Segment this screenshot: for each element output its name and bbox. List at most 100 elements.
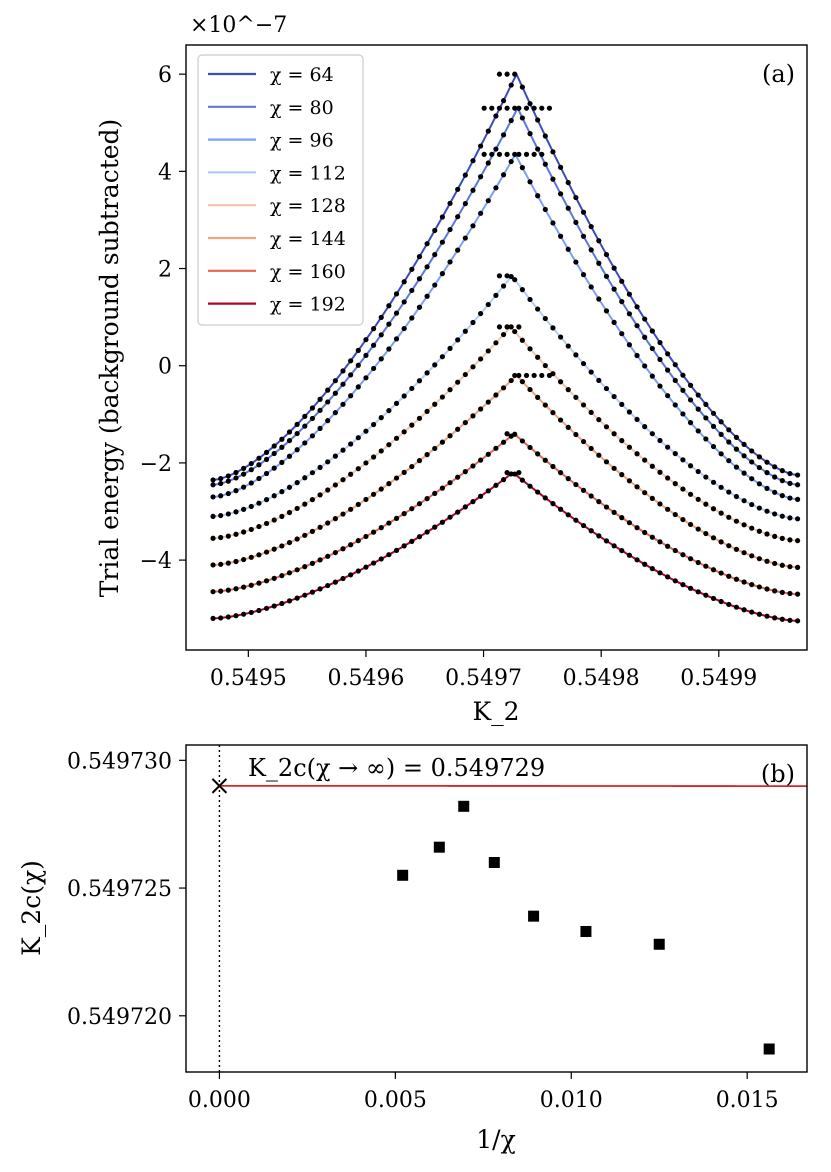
series-7-left-point-20 [363, 564, 369, 570]
series-3-left-point-29 [432, 362, 438, 368]
series-6-left-point-6 [256, 580, 262, 586]
series-5-left-point-12 [302, 532, 308, 538]
series-2-right-point-40 [489, 151, 495, 157]
series-6-left-point-37 [493, 445, 499, 451]
series-0-left-point-35 [478, 143, 484, 149]
series-0-right-point-28 [580, 209, 587, 215]
series-3-right-point-7 [741, 498, 747, 504]
series-5-left-point-34 [470, 413, 476, 419]
series-1-right-point-39 [496, 105, 503, 111]
series-7-right-point-33 [542, 495, 548, 501]
series-7-left-point-37 [493, 482, 499, 488]
panel-a-xlabel: K_2 [472, 697, 519, 726]
series-7-right-point-19 [649, 566, 655, 572]
series-7-right-point-30 [565, 512, 571, 518]
series-1-right-point-40 [489, 105, 495, 111]
series-3-right-point-11 [710, 479, 717, 485]
series-6-left-point-10 [286, 570, 293, 576]
series-0-left-point-32 [455, 186, 461, 192]
series-7-right-point-5 [756, 611, 762, 617]
series-3-right-point-36 [519, 287, 525, 293]
series-5-left-point-28 [424, 452, 430, 458]
series-3-left-point-21 [370, 421, 377, 428]
series-0-right-point-29 [573, 194, 579, 201]
series-3-left-point-14 [317, 464, 323, 470]
series-4-left-point-26 [409, 422, 415, 428]
series-2-left-point-31 [447, 259, 453, 265]
series-6-right-point-9 [726, 573, 732, 579]
series-3-right-point-18 [657, 437, 663, 444]
series-4-right-point-14 [687, 491, 694, 497]
series-2-left-point-4 [241, 484, 247, 490]
series-3-left-branch [212, 275, 513, 518]
series-6-left-point-9 [279, 573, 285, 579]
series-0-left-point-1 [218, 475, 224, 482]
series-2-left-point-16 [332, 410, 338, 416]
series-2-left-point-28 [424, 293, 430, 299]
series-4-right-point-35 [527, 346, 533, 352]
series-2-right-point-17 [665, 393, 671, 399]
series-3-left-point-31 [447, 345, 453, 351]
panel-a-xtick-label-0: 0.5495 [210, 666, 287, 691]
series-7-right-point-37 [512, 471, 518, 477]
series-4-left-point-24 [393, 435, 400, 441]
series-2-left-point-7 [263, 470, 270, 477]
series-6-left-point-19 [355, 538, 361, 544]
series-5-right-point-19 [649, 495, 655, 502]
series-4-right-point-21 [634, 451, 640, 457]
series-1-right-point-36 [519, 115, 525, 121]
series-2-left-point-40 [516, 151, 522, 157]
series-7-left-point-33 [462, 504, 468, 510]
panel-b-tag: (b) [761, 760, 795, 788]
panel-a-y-ticks: −4 −2 0 2 4 6 [140, 63, 186, 574]
series-6-left-point-26 [409, 506, 415, 512]
series-5-left-point-37 [493, 392, 499, 398]
series-5-right-point-18 [657, 501, 663, 507]
series-7-left-point-31 [447, 514, 453, 520]
series-1-left-point-19 [355, 362, 361, 368]
series-2-right-point-24 [611, 319, 617, 325]
series-5-right-point-32 [550, 410, 556, 416]
series-0-right-point-13 [695, 392, 701, 398]
series-7-right-point-28 [580, 522, 587, 529]
series-6-left-point-23 [386, 520, 392, 526]
series-4-left-point-32 [455, 379, 461, 385]
series-4-left-point-23 [386, 442, 392, 448]
series-1-right-point-25 [603, 273, 610, 279]
series-0-left-point-31 [447, 200, 453, 206]
series-4-left-point-0 [210, 535, 216, 541]
series-0-left-point-6 [256, 455, 262, 461]
series-2-left-point-27 [416, 304, 423, 310]
series-5-left-point-3 [233, 558, 239, 565]
series-7-right-point-24 [611, 543, 617, 549]
series-1-right-point-0 [794, 482, 801, 488]
series-0-left-point-23 [386, 303, 392, 309]
series-3-right-point-16 [672, 450, 678, 457]
series-1-left-point-32 [455, 214, 461, 220]
series-6-left-point-30 [439, 485, 445, 491]
series-2-right-point-6 [749, 476, 755, 482]
series-6-left-point-25 [401, 511, 407, 517]
series-4-right-point-3 [772, 533, 778, 540]
series-1-right-point-8 [733, 446, 740, 452]
series-1-left-point-7 [263, 456, 270, 462]
series-1-right-point-22 [626, 311, 633, 317]
series-0-left-point-3 [233, 469, 239, 476]
series-7-left-point-24 [393, 547, 400, 553]
series-3-right-point-26 [596, 377, 602, 384]
series-4-right-point-22 [626, 444, 633, 450]
series-6-left-point-36 [485, 451, 491, 457]
series-3-right-point-14 [687, 463, 694, 469]
series-0-left-point-9 [279, 436, 285, 442]
series-0-left-point-12 [302, 413, 308, 419]
panel-a-xtick-label-1: 0.5496 [327, 666, 404, 691]
series-3-left-point-11 [294, 480, 300, 486]
panel-a-frame [185, 44, 808, 651]
series-1-right-point-34 [535, 146, 541, 152]
series-6-left-point-17 [340, 546, 346, 552]
series-5-left-point-42 [531, 372, 537, 379]
series-0-left-point-21 [370, 326, 377, 332]
series-5-left-point-32 [455, 426, 461, 432]
series-2-right-point-30 [565, 246, 571, 252]
series-0-left-point-30 [439, 214, 445, 220]
